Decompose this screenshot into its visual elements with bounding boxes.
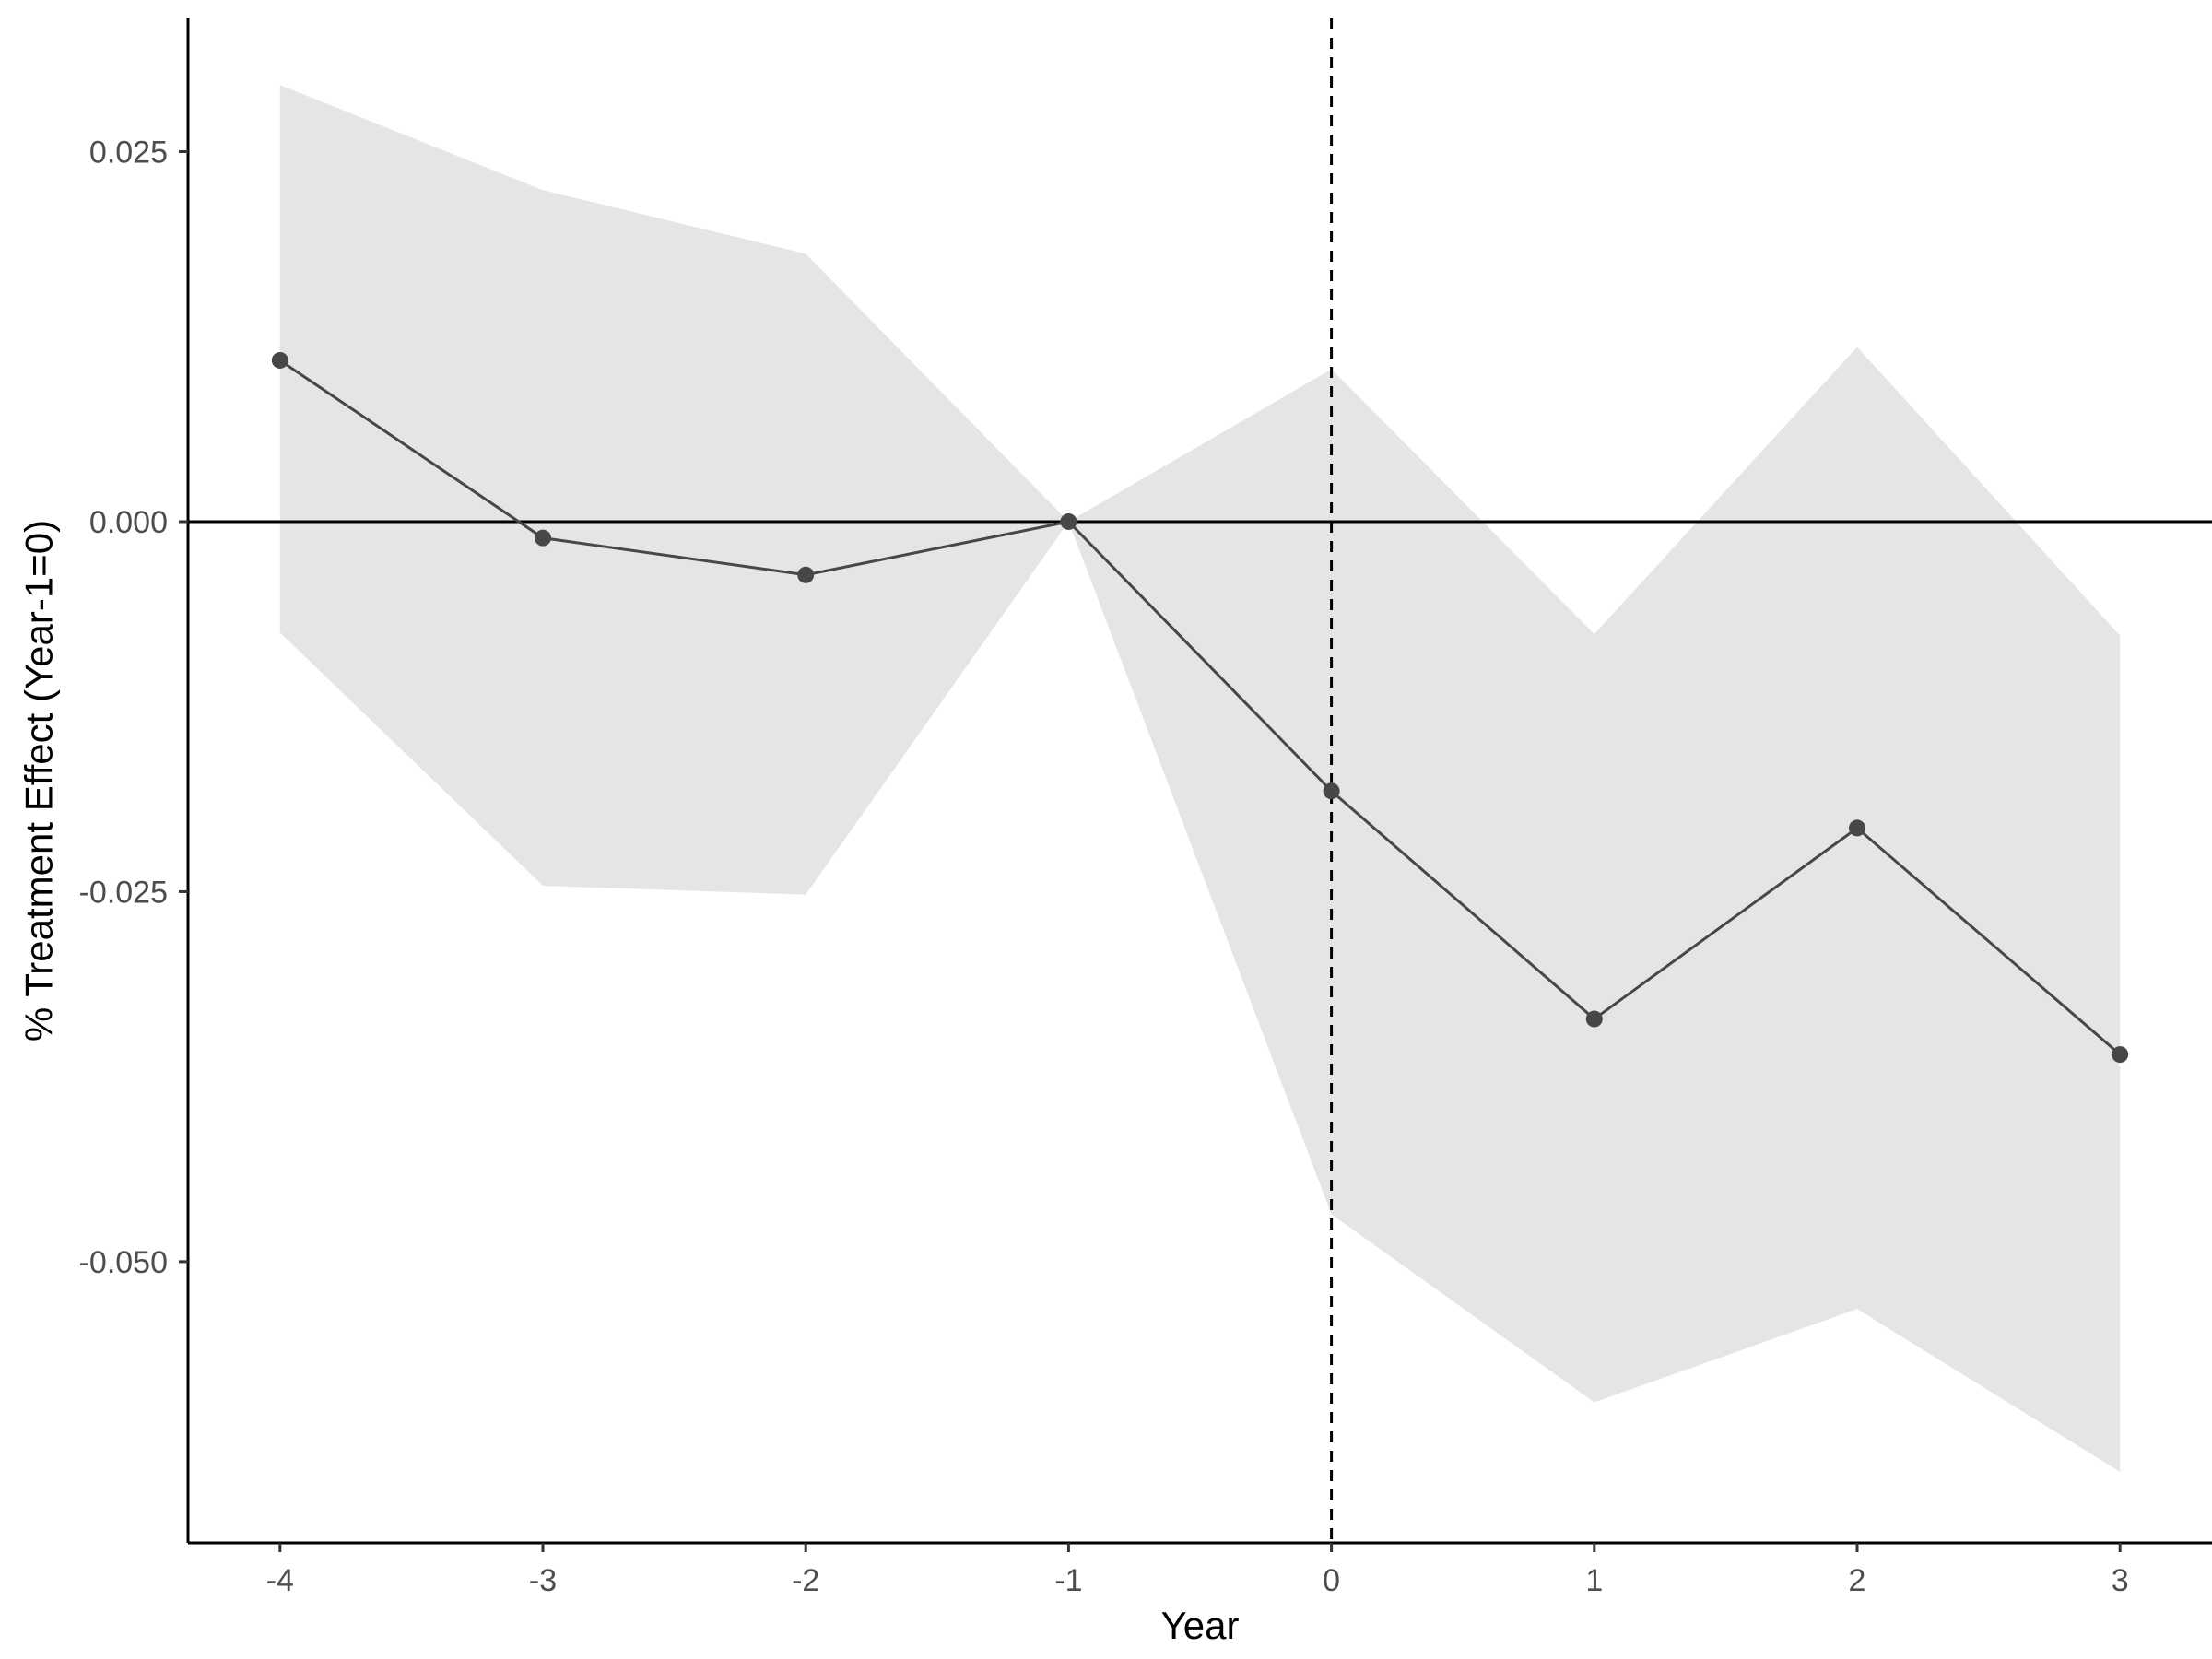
series-line-layer — [278, 359, 2122, 1056]
x-tick-label: 1 — [1585, 1563, 1603, 1598]
data-point — [797, 566, 815, 583]
confidence-band — [279, 85, 2121, 1472]
reference-line-layer — [188, 18, 2212, 1543]
series-line — [278, 359, 2122, 1056]
data-point — [1060, 512, 1077, 530]
x-tick-label: -1 — [1054, 1563, 1082, 1598]
data-point — [1848, 819, 1865, 837]
x-tick-label: -2 — [792, 1563, 819, 1598]
x-tick-label: 0 — [1323, 1563, 1340, 1598]
x-tick-label: -3 — [529, 1563, 557, 1598]
y-tick-label: -0.025 — [79, 875, 168, 910]
data-point — [271, 351, 288, 369]
y-tick-label: -0.050 — [79, 1245, 168, 1280]
data-point — [535, 529, 552, 547]
y-tick-layer: 0.025 0.000 -0.025 -0.050 — [79, 135, 188, 1280]
x-tick-label: -4 — [266, 1563, 294, 1598]
x-tick-label: 2 — [1849, 1563, 1866, 1598]
data-point — [2112, 1046, 2129, 1064]
confidence-band-layer — [279, 85, 2121, 1472]
x-axis-title: Year — [1161, 1604, 1240, 1647]
y-tick-label: 0.000 — [89, 505, 168, 540]
data-point — [1323, 782, 1340, 800]
data-point-layer — [271, 351, 2129, 1064]
x-tick-label: 3 — [2112, 1563, 2129, 1598]
y-tick-label: 0.025 — [89, 135, 168, 171]
axes-layer — [186, 18, 2212, 1545]
data-point — [1585, 1010, 1603, 1028]
x-tick-layer: -4 -3 -2 -1 0 1 2 3 — [266, 1543, 2129, 1598]
y-axis-title: % Treatment Effect (Year-1=0) — [18, 520, 61, 1041]
